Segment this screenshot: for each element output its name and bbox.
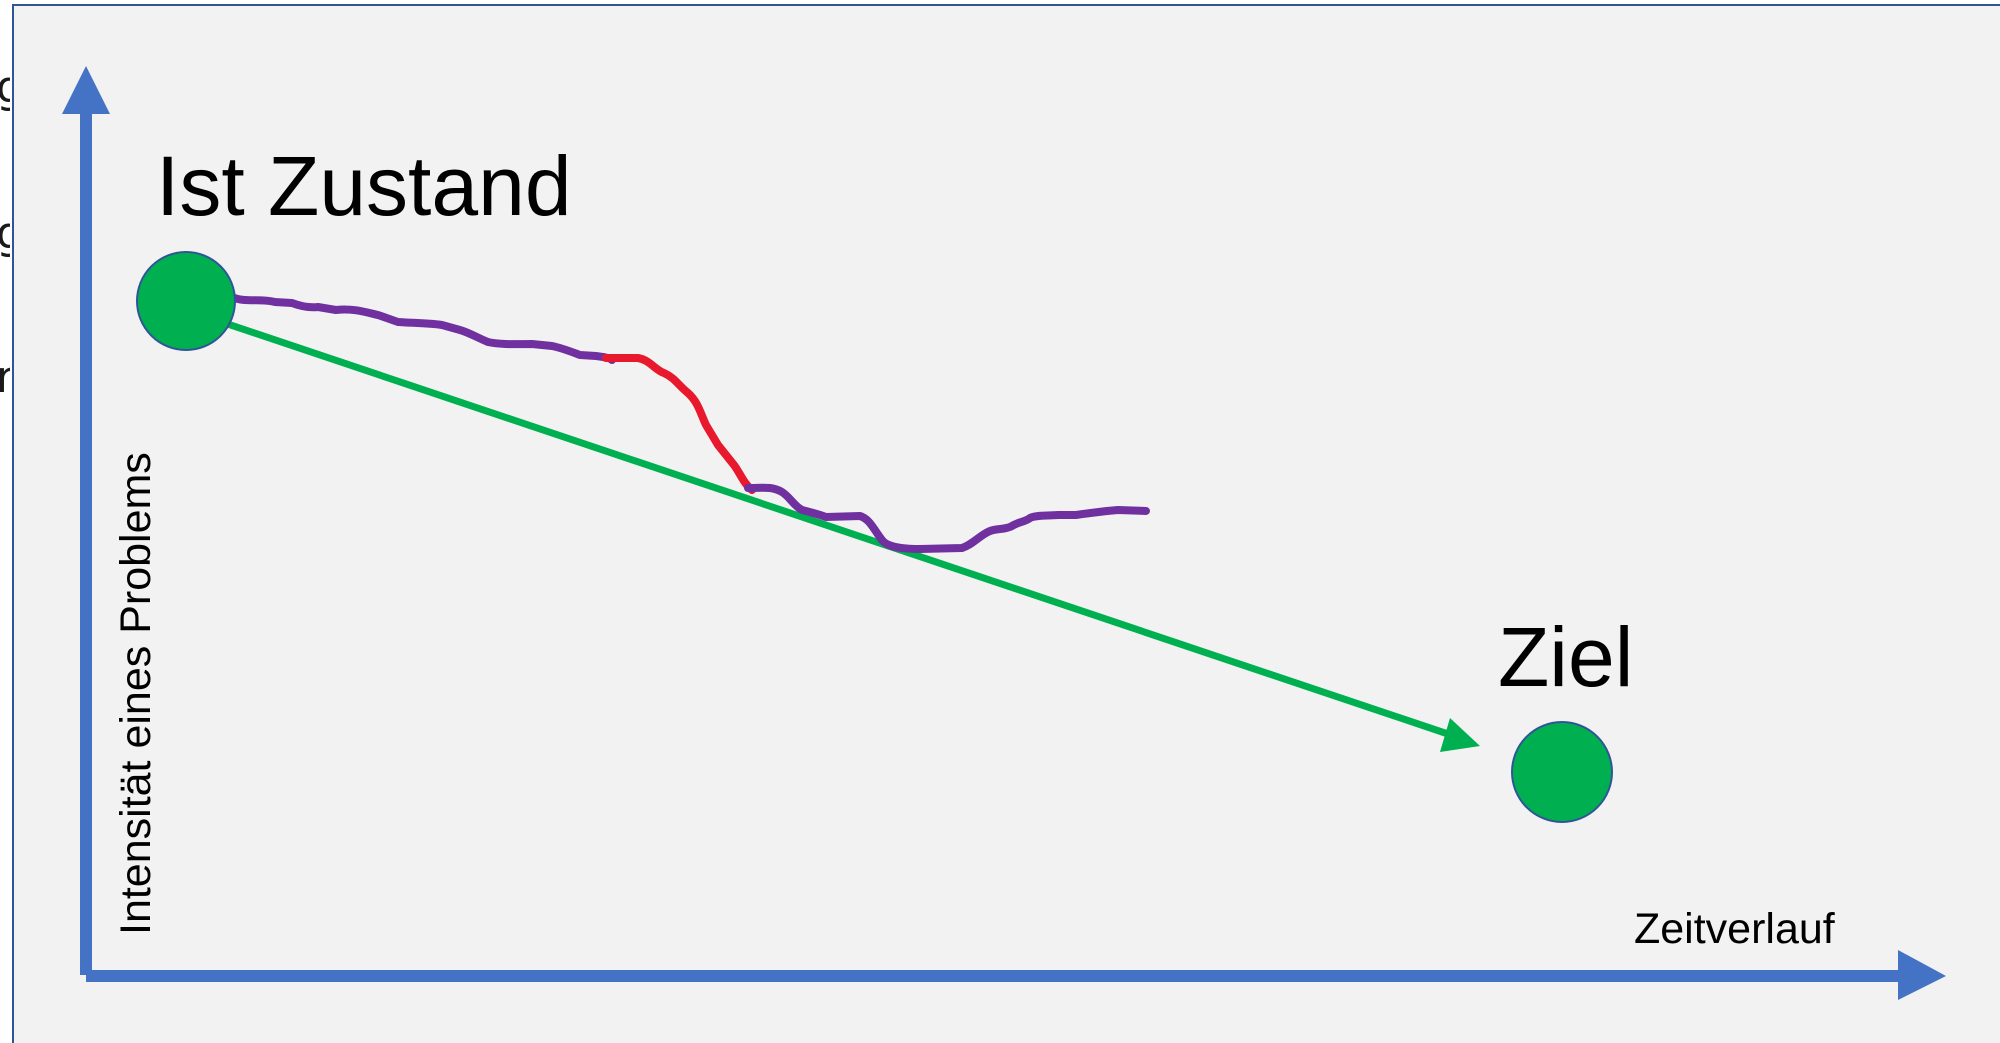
goal-label: Ziel <box>1498 610 1633 704</box>
cut-off-text-fragment: r <box>0 352 10 403</box>
target-path-line <box>184 306 1450 738</box>
diagram-canvas <box>12 4 2000 1043</box>
cut-off-text-fragment: g <box>0 62 10 113</box>
start-state-label: Ist Zustand <box>156 139 572 233</box>
setback-path-segment <box>602 354 756 494</box>
goal-node <box>1511 721 1613 823</box>
y-axis-label: Intensität eines Problems <box>112 452 160 935</box>
x-axis-label: Zeitverlauf <box>1634 905 1836 953</box>
target-path-arrowhead <box>1440 718 1480 752</box>
cut-off-text-fragment: g <box>0 208 10 259</box>
x-axis-arrowhead <box>1898 950 1946 1000</box>
start-state-node <box>136 251 236 351</box>
y-axis-arrowhead <box>62 66 110 114</box>
actual-path-segment <box>744 483 1150 553</box>
actual-path-segment <box>228 293 616 364</box>
